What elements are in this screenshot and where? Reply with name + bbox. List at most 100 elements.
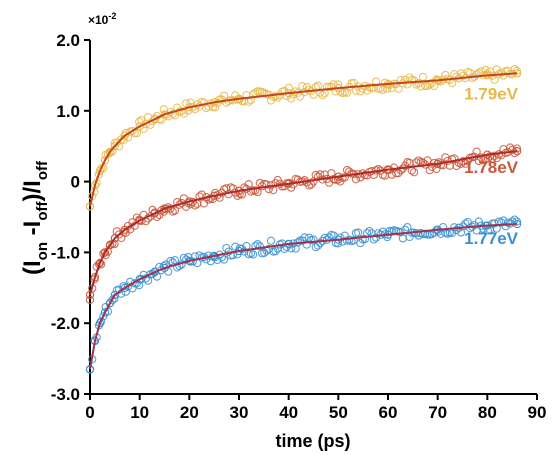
data-point bbox=[414, 156, 423, 165]
data-point bbox=[354, 228, 363, 237]
data-point bbox=[512, 66, 522, 75]
data-point bbox=[461, 159, 470, 168]
data-point bbox=[120, 283, 129, 292]
data-point bbox=[336, 233, 345, 242]
data-point bbox=[100, 308, 110, 317]
y-title-part-1: (I bbox=[19, 260, 46, 275]
data-point bbox=[271, 247, 280, 256]
data-point bbox=[132, 129, 142, 138]
data-point bbox=[211, 103, 220, 112]
data-point bbox=[117, 233, 126, 243]
data-point bbox=[170, 255, 180, 265]
data-point bbox=[193, 199, 202, 208]
data-point bbox=[160, 110, 169, 119]
data-point bbox=[135, 275, 144, 284]
data-point bbox=[251, 186, 260, 195]
data-point bbox=[409, 76, 419, 85]
data-point bbox=[394, 84, 403, 93]
data-point bbox=[371, 233, 381, 242]
data-point bbox=[405, 232, 414, 242]
data-point bbox=[316, 170, 325, 179]
data-point bbox=[349, 236, 358, 245]
data-point bbox=[179, 194, 189, 203]
data-point bbox=[152, 272, 162, 281]
y-title-sub-on: on bbox=[34, 242, 51, 260]
data-point bbox=[110, 142, 119, 151]
data-point bbox=[452, 225, 461, 235]
series-1.78eV: 1.78eV bbox=[85, 143, 522, 305]
data-point bbox=[99, 312, 108, 321]
data-point bbox=[512, 217, 522, 226]
data-point bbox=[409, 168, 419, 177]
y-multiplier-exponent: -2 bbox=[108, 11, 116, 21]
x-tick-label: 40 bbox=[279, 403, 298, 422]
data-point bbox=[97, 317, 106, 326]
x-tick-label: 70 bbox=[428, 403, 447, 422]
fit-line bbox=[89, 223, 518, 370]
x-tick-label: 50 bbox=[329, 403, 348, 422]
data-point bbox=[208, 103, 218, 112]
data-point bbox=[441, 70, 450, 80]
data-point bbox=[120, 225, 129, 234]
plot-area bbox=[89, 40, 537, 395]
data-point bbox=[105, 147, 115, 157]
y-title-part-2: -I bbox=[19, 221, 46, 242]
data-point bbox=[450, 154, 459, 163]
data-point bbox=[398, 234, 408, 243]
y-tick-label: -1.0 bbox=[51, 243, 80, 262]
x-tick-label: 0 bbox=[85, 403, 94, 422]
data-point bbox=[249, 186, 258, 195]
data-point bbox=[309, 235, 318, 244]
y-axis-title: (Ion -Ioff)/Ioff bbox=[19, 160, 51, 275]
y-tick-label: -2.0 bbox=[51, 314, 80, 333]
data-point bbox=[262, 180, 271, 189]
fit-line bbox=[89, 72, 518, 207]
data-point bbox=[318, 90, 327, 100]
series-label: 1.77eV bbox=[464, 229, 519, 248]
data-point bbox=[110, 290, 119, 300]
x-tick-label: 30 bbox=[230, 403, 249, 422]
data-point bbox=[150, 209, 159, 218]
data-point bbox=[311, 170, 320, 180]
data-point bbox=[295, 92, 305, 101]
x-tick-label: 80 bbox=[478, 403, 497, 422]
data-point bbox=[316, 239, 325, 248]
data-point bbox=[418, 72, 428, 82]
data-point bbox=[135, 122, 144, 131]
data-point bbox=[438, 223, 448, 232]
data-point bbox=[100, 248, 110, 257]
data-point bbox=[378, 85, 387, 95]
data-point bbox=[150, 115, 159, 124]
data-point bbox=[186, 98, 195, 107]
y-title-sub-off-1: off bbox=[34, 200, 51, 220]
x-axis-ticks: 0 10 20 30 40 50 60 70 80 90 bbox=[85, 394, 546, 422]
data-point bbox=[298, 82, 307, 91]
data-point bbox=[266, 236, 276, 245]
data-point bbox=[286, 244, 296, 253]
data-point bbox=[175, 261, 184, 271]
data-point bbox=[396, 166, 405, 175]
data-point bbox=[474, 217, 484, 226]
x-tick-label: 10 bbox=[130, 403, 149, 422]
data-point bbox=[135, 216, 144, 225]
y-multiplier-base: ×10 bbox=[88, 13, 109, 27]
data-point bbox=[95, 166, 105, 176]
data-point bbox=[374, 164, 383, 174]
data-point bbox=[128, 126, 137, 136]
y-axis-ticks: -3.0 -2.0 -1.0 0 1.0 2.0 bbox=[51, 31, 90, 404]
y-tick-label: -3.0 bbox=[51, 385, 80, 404]
x-axis-title: time (ps) bbox=[275, 431, 350, 451]
x-tick-label: 20 bbox=[180, 403, 199, 422]
data-point bbox=[403, 223, 412, 232]
y-title-sub-off-2: off bbox=[34, 160, 51, 180]
data-point bbox=[459, 156, 468, 166]
x-tick-label: 90 bbox=[528, 403, 547, 422]
data-point bbox=[85, 295, 95, 305]
data-point bbox=[105, 299, 115, 308]
data-point bbox=[365, 226, 374, 236]
series-1.79eV: 1.79eV bbox=[85, 64, 522, 211]
data-point bbox=[284, 83, 294, 93]
y-tick-label: 1.0 bbox=[56, 102, 80, 121]
data-point bbox=[510, 148, 519, 158]
